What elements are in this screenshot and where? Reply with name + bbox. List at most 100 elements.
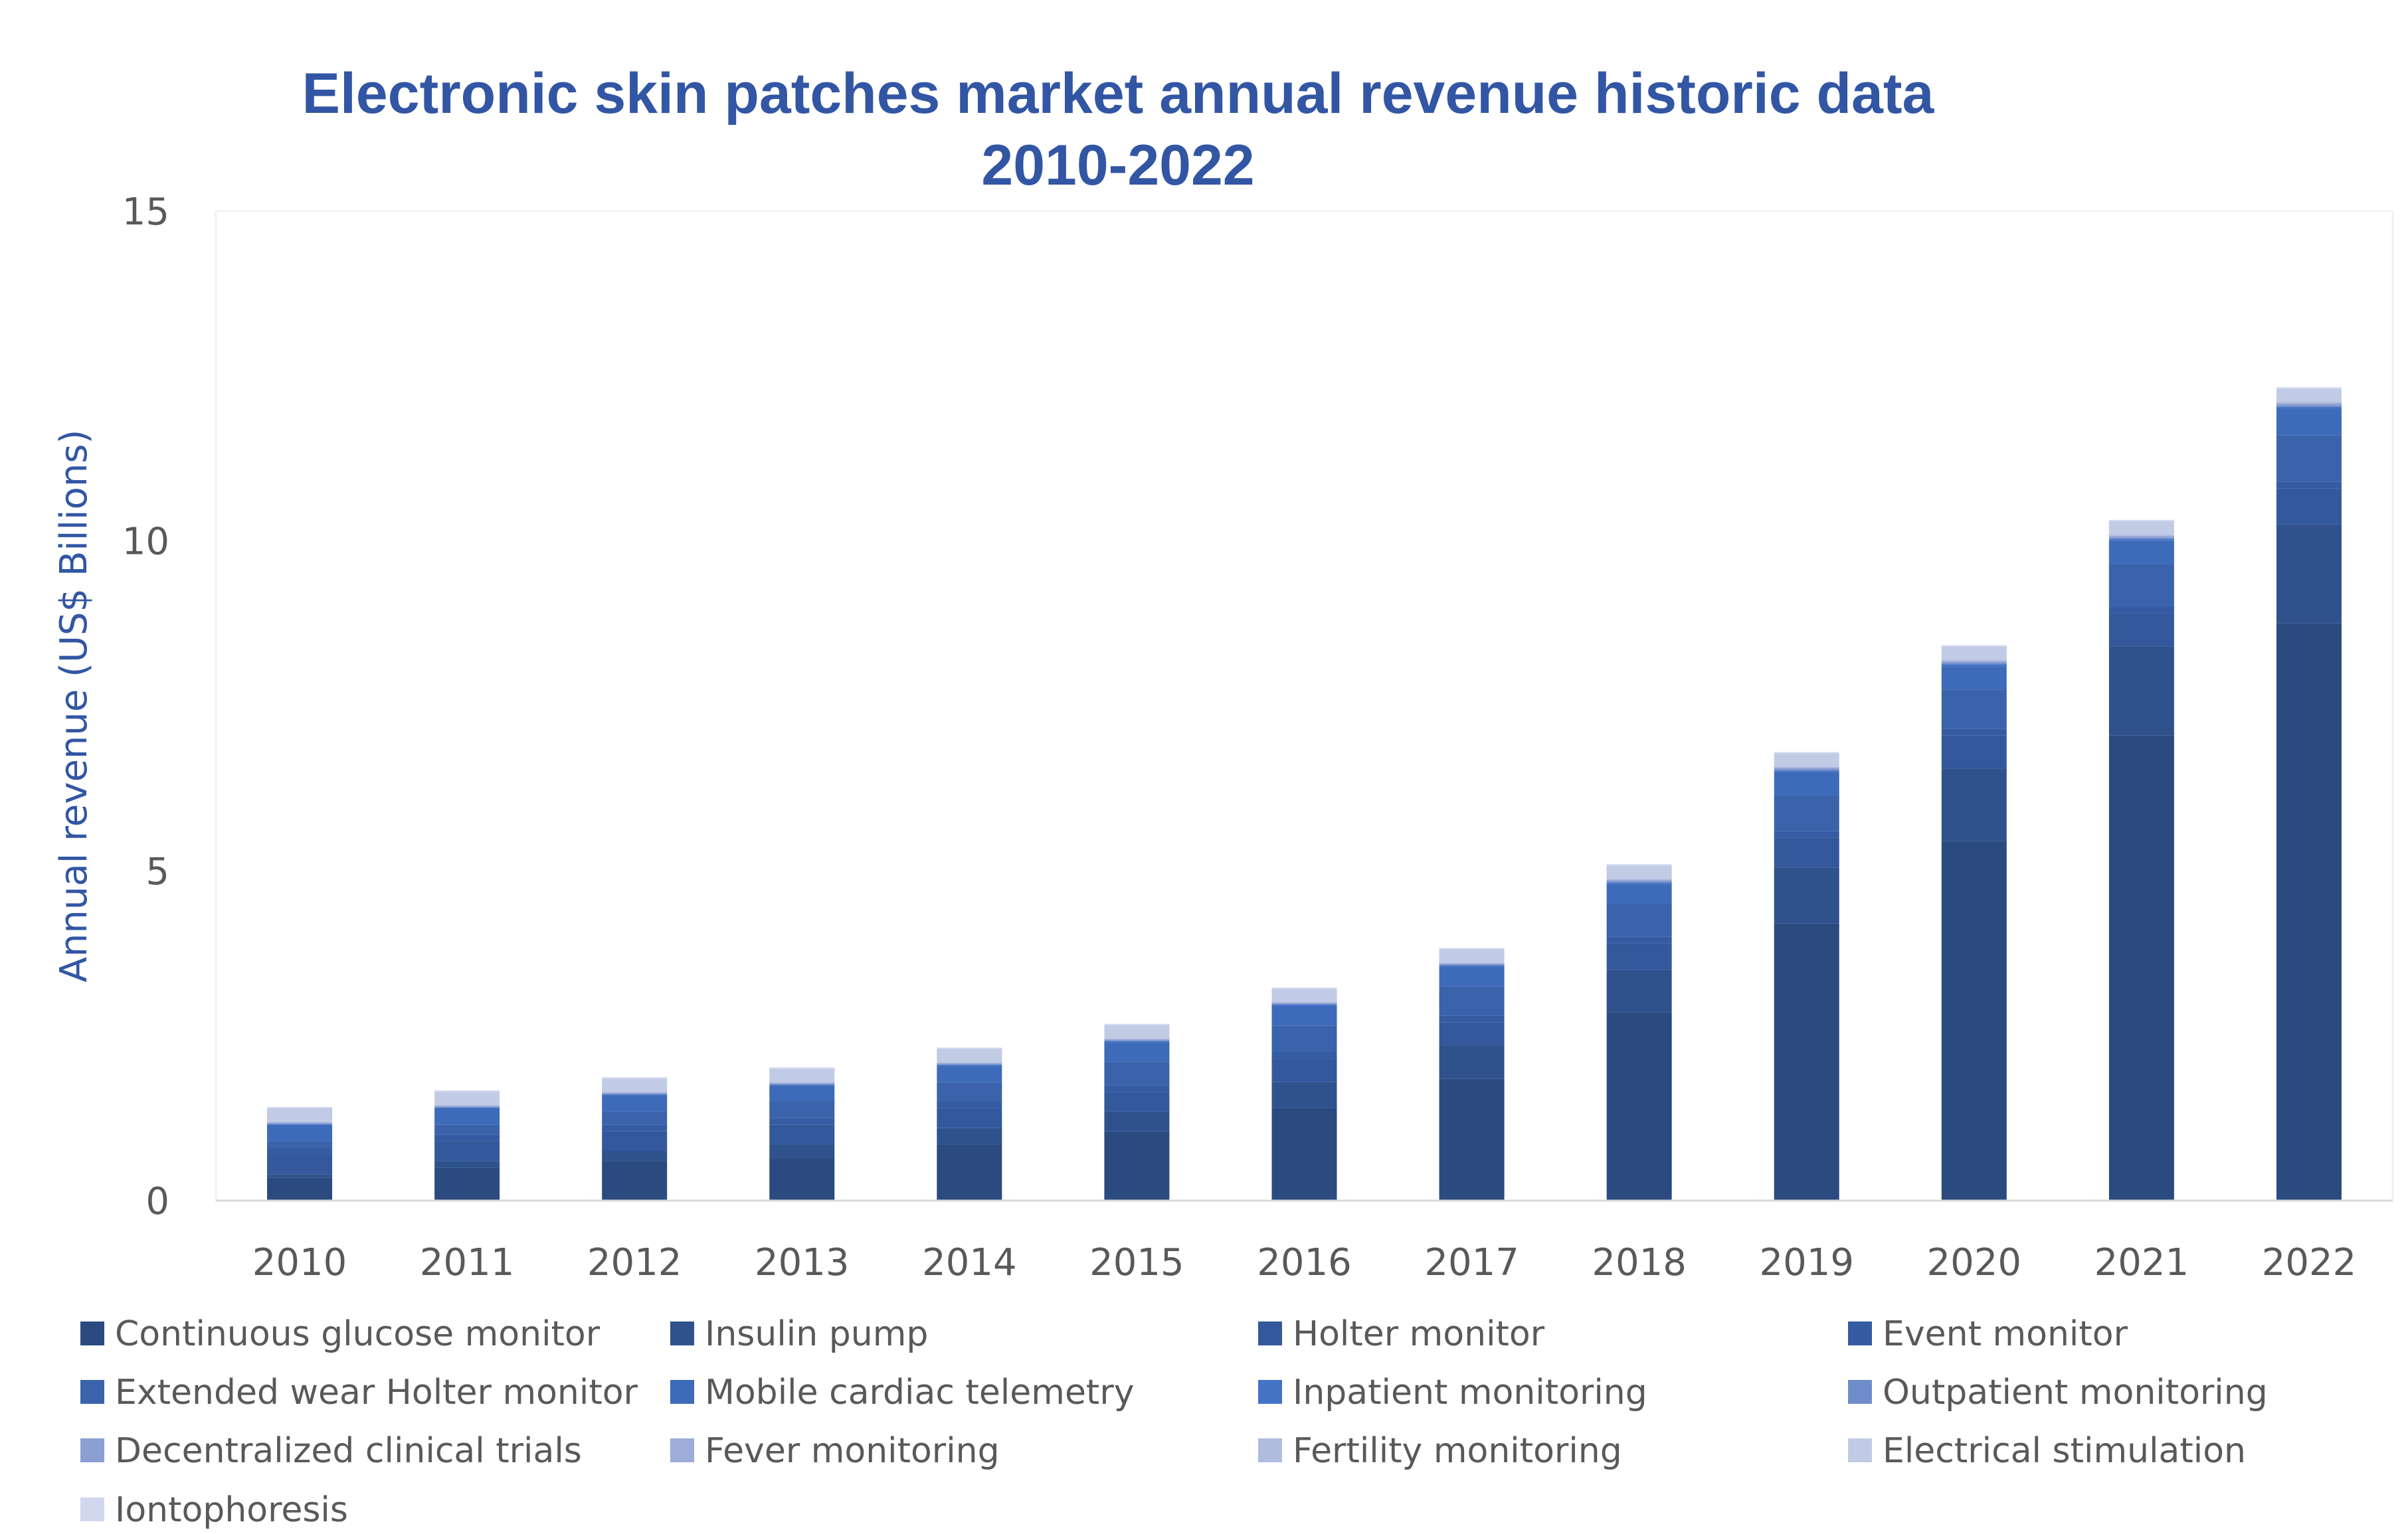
bar-segment bbox=[769, 1085, 835, 1102]
bar-segment bbox=[602, 1095, 668, 1112]
bar-segment bbox=[602, 1111, 668, 1125]
bar-segment bbox=[602, 1077, 668, 1079]
bar-segment bbox=[1774, 923, 1839, 1201]
bar-segment bbox=[1271, 989, 1337, 1003]
x-tick-label: 2011 bbox=[420, 1241, 515, 1284]
bar-segment bbox=[1941, 728, 2007, 736]
legend-swatch bbox=[670, 1380, 694, 1404]
bar-segment bbox=[2276, 404, 2342, 406]
x-tick-label: 2020 bbox=[1927, 1241, 2022, 1284]
bar-stack-2021 bbox=[2108, 519, 2174, 1201]
bar-segment bbox=[1941, 646, 2007, 660]
bar-segment bbox=[267, 1122, 333, 1124]
bar-segment bbox=[602, 1131, 668, 1151]
bar-stack-2017 bbox=[1439, 948, 1505, 1201]
x-tick-label: 2013 bbox=[755, 1241, 850, 1284]
bar-segment bbox=[1606, 880, 1672, 882]
bar-segment bbox=[769, 1083, 835, 1084]
bar-segment bbox=[1104, 1131, 1170, 1201]
bar-segment bbox=[1606, 970, 1672, 1013]
bar-segment bbox=[1439, 949, 1505, 963]
bar-segment bbox=[2108, 646, 2174, 736]
bar-segment bbox=[1774, 767, 1839, 768]
x-tick-label: 2016 bbox=[1257, 1241, 1352, 1284]
bar-stack-2015 bbox=[1104, 1023, 1170, 1201]
legend-item: Fever monitoring bbox=[670, 1431, 1000, 1471]
bar-segment bbox=[1941, 689, 2007, 729]
bar-segment bbox=[1439, 966, 1505, 987]
bar-segment bbox=[1774, 770, 1839, 772]
bar-segment bbox=[2276, 407, 2342, 409]
legend-label: Insulin pump bbox=[705, 1314, 928, 1354]
bar-segment bbox=[769, 1102, 835, 1118]
bar-segment bbox=[1941, 663, 2007, 665]
bar-segment bbox=[1774, 752, 1839, 754]
legend-item: Inpatient monitoring bbox=[1258, 1373, 1647, 1412]
bar-segment bbox=[769, 1157, 835, 1201]
bar-segment bbox=[1439, 986, 1505, 1016]
x-tick-label: 2021 bbox=[2094, 1241, 2189, 1284]
bar-segment bbox=[434, 1134, 500, 1142]
bar-segment bbox=[434, 1090, 500, 1092]
bar-segment bbox=[1271, 1025, 1337, 1053]
bar-segment bbox=[434, 1167, 500, 1201]
legend-label: Fertility monitoring bbox=[1293, 1431, 1622, 1471]
bar-segment bbox=[267, 1106, 333, 1108]
y-axis-label: Annual revenue (US$ Billions) bbox=[52, 430, 96, 983]
bar-segment bbox=[267, 1148, 333, 1155]
bar-segment bbox=[2276, 406, 2342, 408]
bar-segment bbox=[937, 1065, 1002, 1082]
bar-segment bbox=[2276, 488, 2342, 525]
legend-item: Outpatient monitoring bbox=[1848, 1373, 2268, 1412]
bar-segment bbox=[769, 1068, 835, 1082]
x-tick-label: 2018 bbox=[1592, 1241, 1687, 1284]
bar-stack-2010 bbox=[267, 1106, 333, 1201]
legend-item: Insulin pump bbox=[670, 1314, 928, 1354]
bar-stack-2012 bbox=[602, 1077, 668, 1201]
bar-segment bbox=[267, 1122, 333, 1123]
bar-segment bbox=[267, 1141, 333, 1148]
bar-segment bbox=[1439, 965, 1505, 967]
legend-item: Iontophoresis bbox=[80, 1490, 348, 1530]
legend-swatch bbox=[670, 1321, 694, 1345]
x-tick-label: 2015 bbox=[1089, 1241, 1184, 1284]
bar-segment bbox=[2108, 536, 2174, 538]
bar-segment bbox=[1606, 879, 1672, 881]
bar-segment bbox=[1606, 881, 1672, 883]
bar-segment bbox=[1606, 904, 1672, 937]
legend-swatch bbox=[1848, 1321, 1872, 1345]
bar-segment bbox=[2276, 524, 2342, 624]
bar-segment bbox=[1774, 772, 1839, 796]
bar-stack-2018 bbox=[1606, 864, 1672, 1201]
bar-segment bbox=[602, 1151, 668, 1161]
bar-segment bbox=[1606, 943, 1672, 970]
legend-item: Holter monitor bbox=[1258, 1314, 1545, 1354]
bar-segment bbox=[1271, 1052, 1337, 1059]
x-tick-label: 2010 bbox=[252, 1241, 347, 1284]
x-tick-label: 2022 bbox=[2262, 1241, 2357, 1284]
bar-segment bbox=[2108, 564, 2174, 607]
bar-segment bbox=[2276, 388, 2342, 402]
bar-segment bbox=[769, 1082, 835, 1084]
legend-swatch bbox=[80, 1321, 104, 1345]
bar-stack-2019 bbox=[1774, 752, 1839, 1201]
bar-segment bbox=[1439, 1022, 1505, 1046]
bar-segment bbox=[267, 1154, 333, 1175]
bar-segment bbox=[434, 1161, 500, 1168]
bar-segment bbox=[2276, 623, 2342, 1201]
chart-title-line-2: 2010-2022 bbox=[981, 133, 1254, 197]
y-tick-label: 5 bbox=[145, 850, 169, 893]
bar-segment bbox=[1439, 964, 1505, 966]
bar-segment bbox=[2108, 539, 2174, 541]
legend-swatch bbox=[1848, 1438, 1872, 1462]
bar-segment bbox=[1606, 864, 1672, 866]
legend-label: Continuous glucose monitor bbox=[115, 1314, 601, 1354]
bar-segment bbox=[769, 1084, 835, 1086]
bar-stack-2020 bbox=[1941, 645, 2007, 1201]
bar-segment bbox=[1941, 661, 2007, 663]
legend-item: Extended wear Holter monitor bbox=[80, 1373, 638, 1412]
bar-segment bbox=[1104, 1039, 1170, 1040]
bar-segment bbox=[1774, 769, 1839, 771]
bar-segment bbox=[1774, 837, 1839, 868]
bar-segment bbox=[1271, 1108, 1337, 1201]
